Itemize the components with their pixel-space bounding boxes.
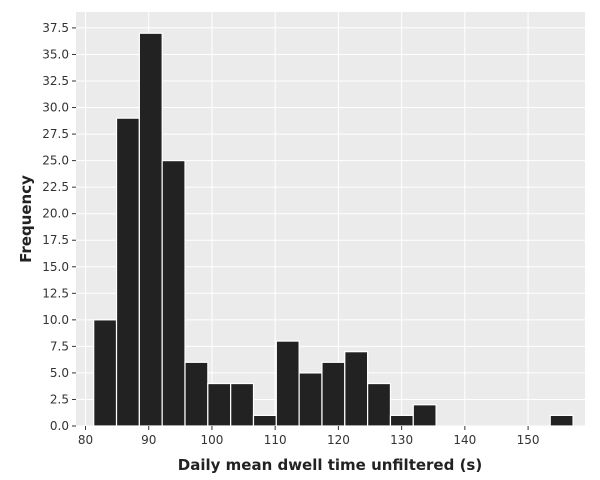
histogram-bar xyxy=(298,372,323,427)
y-tick-label: 22.5 xyxy=(42,180,69,194)
x-axis-label: Daily mean dwell time unfiltered (s) xyxy=(178,456,482,474)
histogram-bar xyxy=(184,361,209,427)
x-axis: 80 90 100 110 120 130 140 150 xyxy=(78,426,540,447)
y-tick-label: 12.5 xyxy=(42,286,69,300)
y-tick-label: 30.0 xyxy=(42,101,69,115)
histogram-bar xyxy=(412,404,437,427)
y-tick-label: 32.5 xyxy=(42,74,69,88)
x-tick-label: 90 xyxy=(141,433,156,447)
y-tick-label: 0.0 xyxy=(50,419,69,433)
y-tick-label: 10.0 xyxy=(42,313,69,327)
histogram-bar xyxy=(275,340,300,427)
x-tick-label: 110 xyxy=(264,433,287,447)
histogram-bar xyxy=(252,414,277,427)
y-axis-label: Frequency xyxy=(17,175,35,263)
y-tick-label: 25.0 xyxy=(42,154,69,168)
histogram-bar xyxy=(230,382,255,427)
x-tick-label: 140 xyxy=(453,433,476,447)
y-tick-label: 20.0 xyxy=(42,207,69,221)
x-tick-label: 100 xyxy=(200,433,223,447)
histogram-bar xyxy=(93,319,118,427)
y-tick-label: 37.5 xyxy=(42,21,69,35)
x-tick-label: 150 xyxy=(517,433,540,447)
histogram-bar xyxy=(138,32,163,427)
histogram-bar xyxy=(344,351,369,427)
histogram-bar xyxy=(389,414,414,427)
y-tick-label: 27.5 xyxy=(42,127,69,141)
y-axis: 0.0 2.5 5.0 7.5 10.0 12.5 15.0 17.5 20.0 22.5 25.0… xyxy=(42,21,76,433)
y-tick-label: 2.5 xyxy=(50,392,69,406)
y-tick-label: 7.5 xyxy=(50,339,69,353)
x-tick-label: 120 xyxy=(327,433,350,447)
y-tick-label: 17.5 xyxy=(42,233,69,247)
histogram-bar xyxy=(115,117,140,427)
y-tick-label: 5.0 xyxy=(50,366,69,380)
x-tick-label: 130 xyxy=(390,433,413,447)
histogram-bar xyxy=(549,414,574,427)
histogram-bar xyxy=(207,382,232,427)
histogram-bar xyxy=(161,160,186,427)
histogram-bar xyxy=(367,382,392,427)
y-tick-label: 35.0 xyxy=(42,47,69,61)
histogram-bar xyxy=(321,361,346,427)
y-tick-label: 15.0 xyxy=(42,260,69,274)
x-tick-label: 80 xyxy=(78,433,93,447)
histogram-bars xyxy=(93,32,574,427)
